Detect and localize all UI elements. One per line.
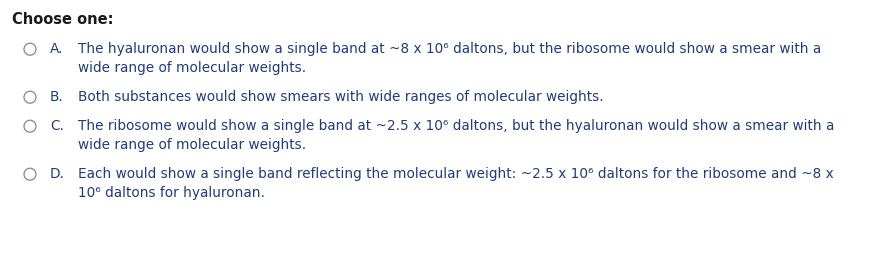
- Text: Each would show a single band reflecting the molecular weight: ~2.5 x 10⁶ dalton: Each would show a single band reflecting…: [78, 167, 833, 181]
- Text: B.: B.: [50, 90, 63, 104]
- Text: Choose one:: Choose one:: [12, 12, 114, 27]
- Text: wide range of molecular weights.: wide range of molecular weights.: [78, 138, 306, 152]
- Text: Both substances would show smears with wide ranges of molecular weights.: Both substances would show smears with w…: [78, 90, 603, 104]
- Text: C.: C.: [50, 119, 64, 133]
- Text: The ribosome would show a single band at ~2.5 x 10⁶ daltons, but the hyaluronan : The ribosome would show a single band at…: [78, 119, 834, 133]
- Text: 10⁶ daltons for hyaluronan.: 10⁶ daltons for hyaluronan.: [78, 186, 265, 200]
- Text: The hyaluronan would show a single band at ~8 x 10⁶ daltons, but the ribosome wo: The hyaluronan would show a single band …: [78, 42, 821, 56]
- Text: D.: D.: [50, 167, 65, 181]
- Text: wide range of molecular weights.: wide range of molecular weights.: [78, 61, 306, 75]
- Text: A.: A.: [50, 42, 63, 56]
